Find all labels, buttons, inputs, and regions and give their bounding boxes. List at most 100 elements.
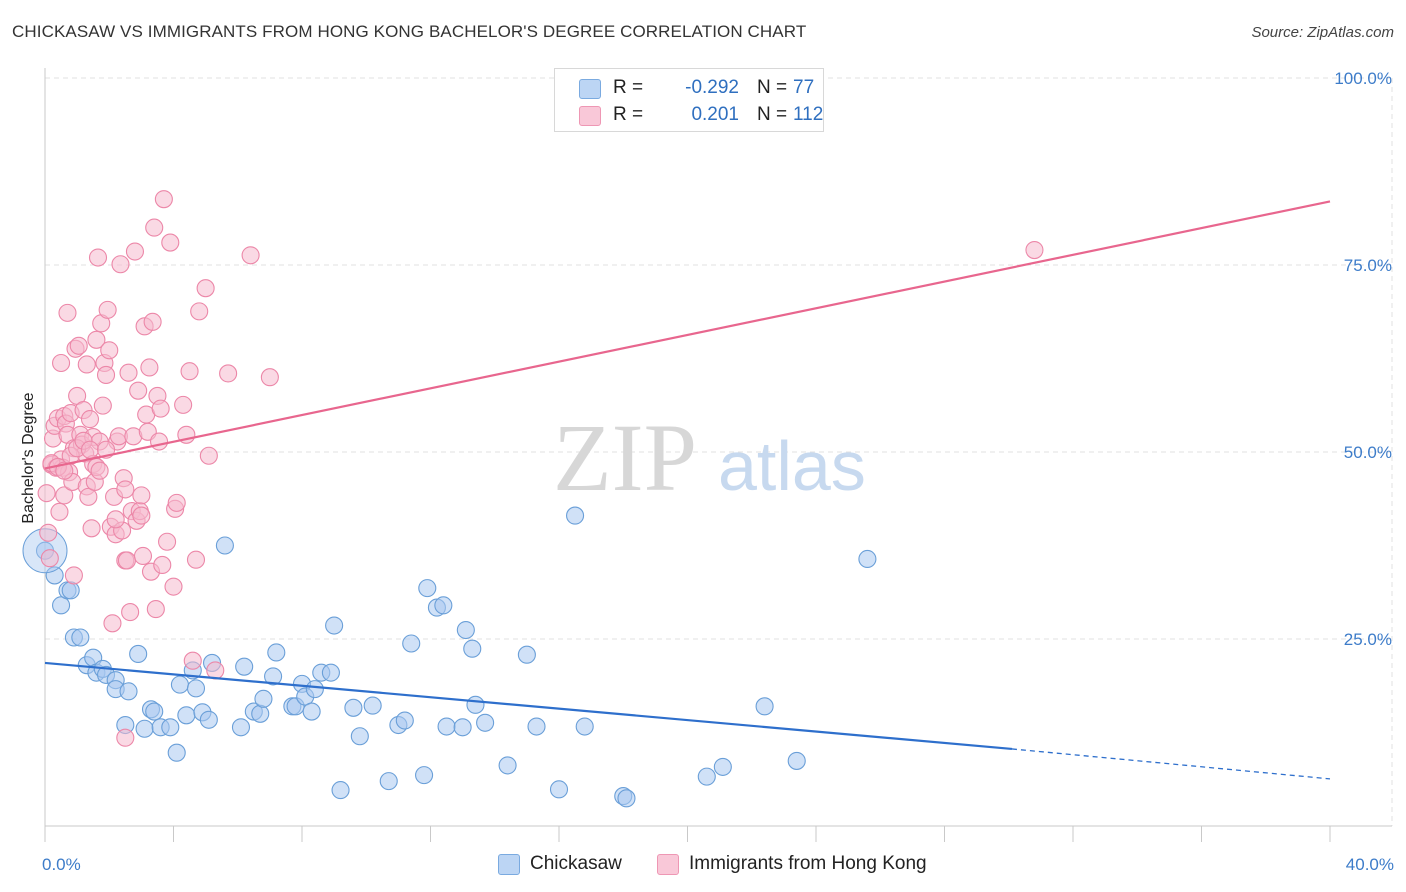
data-point-chickasaw <box>231 718 251 737</box>
data-point-hongkong <box>116 728 135 747</box>
data-point-chickasaw <box>161 718 180 737</box>
data-point-chickasaw <box>302 702 321 721</box>
data-point-hongkong <box>80 410 100 429</box>
data-point-chickasaw <box>235 657 254 676</box>
hongkong-points <box>37 190 1044 747</box>
data-point-hongkong <box>140 358 159 377</box>
watermark-zip: ZIP <box>553 404 697 511</box>
data-point-hongkong <box>98 300 117 319</box>
data-point-hongkong <box>133 546 153 566</box>
data-point-hongkong <box>164 577 183 596</box>
data-point-hongkong <box>82 519 101 538</box>
data-point-hongkong <box>69 336 88 355</box>
correlation-legend: R = -0.292 N = 77 R = 0.201 N = 112 <box>554 68 824 132</box>
data-point-chickasaw <box>305 680 324 699</box>
data-point-chickasaw <box>363 696 382 715</box>
x-tick-label: 40.0% <box>1346 855 1394 874</box>
trend-line-hongkong <box>44 200 1331 470</box>
data-point-hongkong <box>40 549 59 568</box>
data-point-chickasaw <box>713 757 732 776</box>
data-point-hongkong <box>100 341 119 360</box>
data-point-chickasaw <box>498 756 517 775</box>
legend-r-label: R = <box>613 77 644 98</box>
data-point-chickasaw <box>434 596 453 615</box>
data-point-chickasaw <box>617 789 636 808</box>
data-point-hongkong <box>55 486 74 505</box>
chart-title: CHICKASAW VS IMMIGRANTS FROM HONG KONG B… <box>12 22 807 41</box>
bottom-legend-swatch-blue <box>498 854 520 875</box>
tick-labels: 25.0% 50.0% 75.0% 100.0% 0.0% 40.0% <box>42 69 1394 874</box>
data-point-chickasaw <box>199 710 218 729</box>
data-point-hongkong <box>37 484 56 503</box>
y-tick-label: 75.0% <box>1344 256 1392 275</box>
data-point-chickasaw <box>456 620 475 640</box>
data-point-chickasaw <box>395 711 414 730</box>
data-point-chickasaw <box>145 702 164 721</box>
data-point-chickasaw <box>45 566 64 585</box>
data-point-chickasaw <box>177 706 196 725</box>
data-point-chickasaw <box>415 766 434 785</box>
data-point-chickasaw <box>52 596 71 615</box>
data-point-hongkong <box>190 302 209 321</box>
data-point-chickasaw <box>379 772 398 791</box>
data-point-hongkong <box>64 566 83 585</box>
data-point-hongkong <box>186 550 206 569</box>
data-point-hongkong <box>180 362 199 381</box>
bottom-legend-label: Immigrants from Hong Kong <box>689 853 927 874</box>
data-point-hongkong <box>93 396 112 415</box>
data-point-chickasaw <box>566 506 585 525</box>
trend-line-chickasaw-extension <box>1011 748 1331 780</box>
data-point-chickasaw <box>527 717 546 736</box>
data-point-hongkong <box>96 365 116 385</box>
data-point-chickasaw <box>61 581 80 600</box>
data-point-hongkong <box>199 446 218 465</box>
data-point-hongkong <box>132 506 151 525</box>
data-point-chickasaw <box>215 536 234 555</box>
data-point-hongkong <box>167 493 186 512</box>
data-point-hongkong <box>183 651 202 670</box>
axes <box>44 68 1392 842</box>
legend-r-value: 0.201 <box>691 104 739 125</box>
data-point-hongkong <box>196 279 215 298</box>
data-point-chickasaw <box>476 713 495 732</box>
data-point-chickasaw <box>463 639 482 658</box>
data-point-chickasaw <box>402 634 421 653</box>
legend-swatch-blue <box>579 79 601 99</box>
data-point-hongkong <box>117 551 136 570</box>
data-point-chickasaw <box>135 719 154 738</box>
trend-line-chickasaw <box>44 661 1013 751</box>
data-point-hongkong <box>143 312 162 331</box>
data-point-chickasaw <box>858 549 877 569</box>
data-point-hongkong <box>52 353 71 373</box>
data-point-hongkong <box>241 246 260 265</box>
source-credit: Source: ZipAtlas.com <box>1251 24 1394 41</box>
y-tick-label: 50.0% <box>1344 443 1392 462</box>
data-point-chickasaw <box>251 704 270 723</box>
bottom-legend-swatch-pink <box>657 854 679 875</box>
data-point-chickasaw <box>466 695 485 714</box>
watermark-atlas: atlas <box>718 427 866 505</box>
data-point-hongkong <box>161 233 180 252</box>
data-point-hongkong <box>87 330 106 349</box>
data-point-hongkong <box>154 190 173 209</box>
legend-n-label: N = <box>757 77 788 98</box>
data-point-hongkong <box>58 303 77 322</box>
y-tick-label: 100.0% <box>1334 69 1392 88</box>
data-point-hongkong <box>111 255 130 274</box>
watermark: ZIP atlas <box>553 404 866 511</box>
data-point-chickasaw <box>344 698 363 717</box>
data-point-hongkong <box>77 355 96 374</box>
data-point-hongkong <box>129 381 148 400</box>
legend-r-label: R = <box>613 104 644 125</box>
data-point-chickasaw <box>350 727 369 746</box>
legend-r-value: -0.292 <box>685 77 739 98</box>
data-point-chickasaw <box>71 628 90 647</box>
data-point-chickasaw <box>129 644 148 664</box>
x-tick-label: 0.0% <box>42 855 81 874</box>
data-point-chickasaw <box>167 743 186 762</box>
data-point-chickasaw <box>755 697 774 716</box>
data-point-hongkong <box>153 555 172 574</box>
data-point-chickasaw <box>264 667 283 686</box>
data-point-hongkong <box>39 523 58 542</box>
